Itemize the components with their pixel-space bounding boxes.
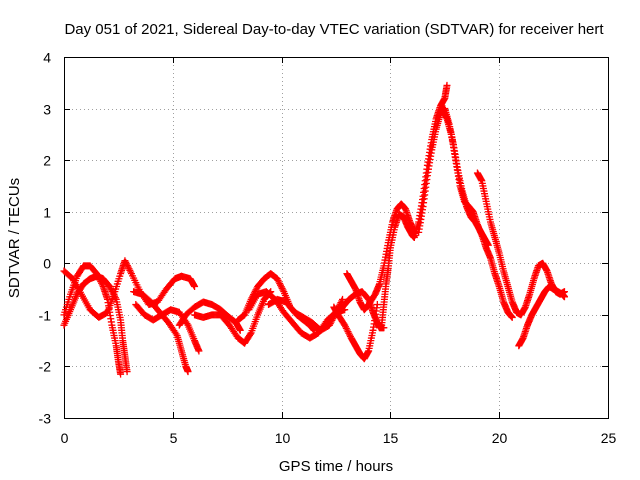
data-point-marker [93, 270, 101, 278]
data-point-marker [345, 329, 353, 337]
data-point-marker [277, 283, 285, 291]
data-point-marker [125, 265, 133, 273]
x-tick-label: 15 [383, 430, 399, 446]
data-point-marker [172, 330, 180, 338]
data-point-marker [123, 262, 131, 270]
data-point-marker [110, 291, 118, 299]
chart-title: Day 051 of 2021, Sidereal Day-to-day VTE… [64, 21, 604, 38]
y-tick-label: 3 [43, 102, 51, 118]
data-series [130, 288, 192, 376]
y-tick-label: 0 [43, 256, 51, 272]
data-point-marker [122, 258, 130, 266]
axis-ticks: 0 5 10 15 20 25 -3 -2 -1 0 1 2 3 4 [39, 50, 617, 447]
plot-frame [64, 57, 609, 419]
data-point-marker [107, 286, 115, 294]
x-axis-label: GPS time / hours [279, 458, 393, 475]
data-series [191, 288, 275, 347]
x-tick-label: 5 [170, 430, 178, 446]
data-point-marker [183, 320, 191, 328]
data-point-marker [96, 276, 104, 284]
x-tick-label: 0 [61, 430, 69, 446]
data-point-marker [106, 282, 114, 290]
grid-lines [64, 57, 608, 418]
data-point-marker [328, 316, 336, 324]
x-tick-label: 25 [601, 430, 617, 446]
data-point-marker [108, 287, 116, 295]
data-point-marker [373, 301, 381, 309]
y-tick-label: 2 [43, 153, 51, 169]
data-point-marker [252, 286, 260, 294]
data-point-marker [107, 284, 115, 292]
data-point-marker [93, 271, 101, 279]
y-tick-label: -1 [39, 308, 52, 324]
data-point-marker [279, 286, 287, 294]
data-point-marker [184, 368, 192, 376]
data-series [330, 301, 381, 363]
data-point-marker [273, 275, 281, 283]
data-point-marker [339, 295, 347, 303]
data-point-marker [274, 276, 282, 284]
data-series [515, 282, 568, 350]
y-tick-label: 1 [43, 205, 51, 221]
data-point-marker [127, 268, 135, 276]
data-point-marker [343, 326, 351, 334]
data-point-marker [94, 273, 102, 281]
data-series [343, 200, 418, 314]
data-point-marker [97, 278, 105, 286]
data-point-marker [344, 328, 352, 336]
data-point-marker [117, 370, 125, 378]
data-point-marker [195, 347, 203, 355]
data-point-marker [123, 260, 131, 268]
data-point-marker [123, 368, 131, 376]
data-point-marker [508, 313, 516, 321]
y-tick-label: -2 [39, 359, 52, 375]
data-point-marker [98, 279, 106, 287]
data-point-marker [325, 321, 333, 329]
data-point-marker [346, 331, 354, 339]
data-point-marker [126, 266, 134, 274]
data-point-marker [326, 320, 334, 328]
data-point-marker [124, 263, 132, 271]
y-tick-label: -3 [39, 411, 52, 427]
data-point-marker [246, 330, 254, 338]
data-point-marker [341, 321, 349, 329]
x-tick-label: 20 [492, 430, 508, 446]
data-point-marker [98, 281, 106, 289]
x-tick-label: 10 [275, 430, 291, 446]
data-point-marker [236, 326, 244, 334]
data-series [60, 262, 125, 378]
data-point-marker [278, 284, 286, 292]
data-point-marker [327, 318, 335, 326]
data-point-marker [121, 257, 129, 265]
data-point-marker [95, 274, 103, 282]
data-point-marker [342, 324, 350, 332]
data-point-marker [109, 289, 117, 297]
data-point-marker [560, 293, 568, 301]
data-point-marker [277, 281, 285, 289]
y-axis-label: SDTVAR / TECUs [6, 178, 23, 298]
data-point-marker [342, 323, 350, 331]
data-point-marker [111, 294, 119, 302]
data-point-marker [443, 81, 451, 89]
data-point-marker [329, 315, 337, 323]
data-point-marker [191, 282, 199, 290]
data-series [439, 105, 516, 321]
data-point-marker [275, 278, 283, 286]
data-point-marker [276, 280, 284, 288]
y-tick-label: 4 [43, 50, 51, 66]
data-points [60, 81, 568, 378]
data-point-marker [111, 292, 119, 300]
